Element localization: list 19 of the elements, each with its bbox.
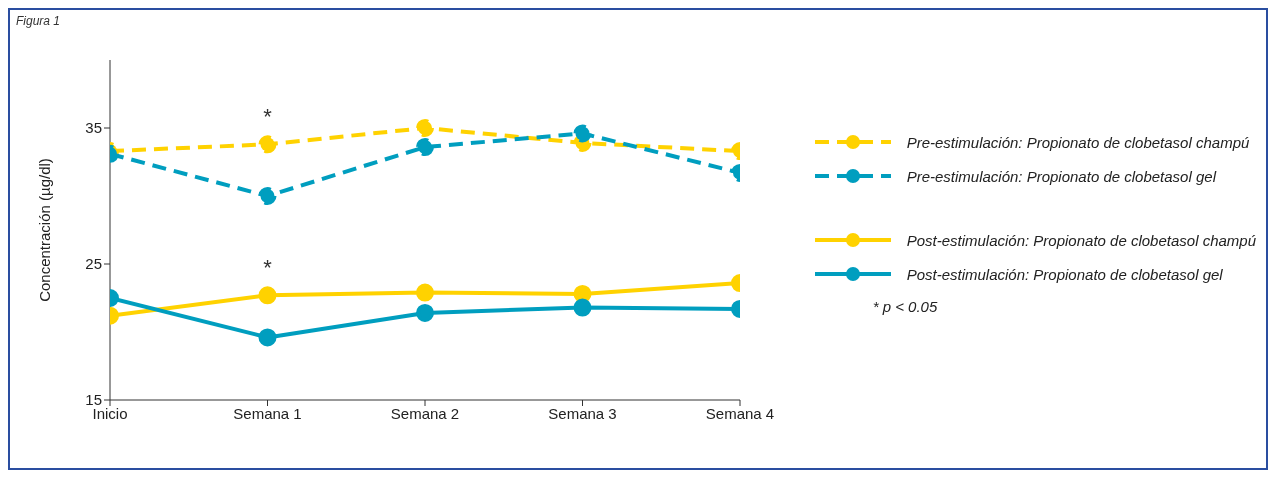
x-tick-label: Semana 3 — [548, 404, 617, 422]
text: * p < 0.05 — [871, 296, 939, 317]
y-tick-label: 25 — [85, 255, 102, 273]
text: Pre-estimulación: Propionato de clobetasol gel — [906, 167, 1216, 185]
point — [416, 138, 434, 157]
annotation: * — [263, 104, 273, 130]
y-axis-title: Concentración (µg/dl) — [36, 158, 54, 302]
x-tick-label: Semana 1 — [233, 404, 302, 422]
text: Post-estimulación: Propionato de clobetasol gel — [906, 265, 1223, 283]
point — [416, 119, 434, 137]
text: Pre-estimulación: Propionato de clobetasol champú — [906, 133, 1250, 151]
y-tick-label: 35 — [85, 119, 102, 137]
point — [416, 303, 434, 322]
x-tick-label: Semana 4 — [705, 404, 775, 422]
annotation: * — [263, 255, 273, 281]
x-tick-label: Semana 2 — [390, 404, 460, 422]
chart-title: Figura 1 — [16, 14, 61, 28]
point — [416, 283, 434, 302]
text: Post-estimulación: Propionato de clobetasol champú — [906, 231, 1256, 249]
